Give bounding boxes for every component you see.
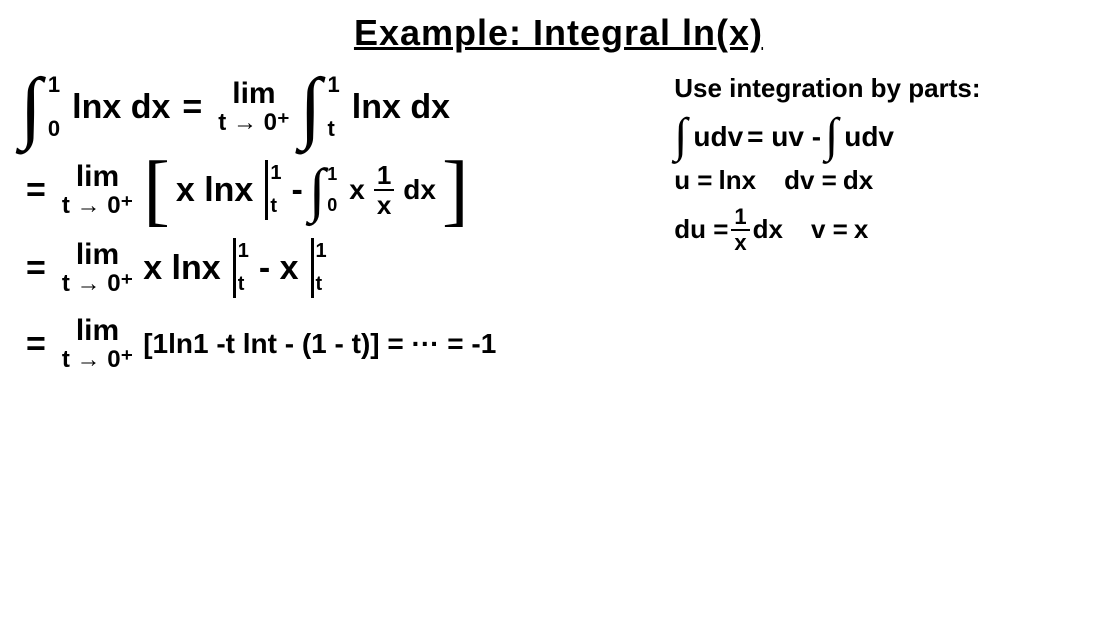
integrand: lnx dx — [72, 88, 170, 127]
lim-label: lim — [232, 79, 275, 109]
eval-bar: 1 t — [263, 160, 281, 220]
integral-limits: 1 0 — [48, 72, 60, 142]
lower-eval: t — [270, 195, 281, 218]
lim-var: t → 0⁺ — [62, 194, 133, 218]
du-label: du = — [674, 214, 728, 245]
lim-label: lim — [76, 162, 119, 192]
ibp-formula: ∫ udv = uv - ∫ udv — [674, 121, 1097, 153]
u-definition: u = lnx — [674, 165, 756, 196]
dv-definition: dv = dx — [784, 165, 873, 196]
left-bracket: [ — [143, 166, 170, 214]
integral-symbol: ∫ — [300, 83, 322, 131]
dv-value: dx — [843, 165, 873, 196]
du-post: dx — [753, 214, 783, 245]
equation-line-4: = lim t → 0⁺ [1ln1 -t lnt - (1 - t)] = ·… — [20, 316, 654, 372]
ibp-rhs: udv — [844, 121, 894, 153]
u-value: lnx — [719, 165, 757, 196]
v-value: x — [854, 214, 868, 245]
lower-eval: t — [316, 273, 327, 296]
integrand: lnx dx — [352, 88, 450, 127]
upper-eval: 1 — [270, 162, 281, 185]
du-definition: du = 1 x dx — [674, 206, 783, 254]
lower-limit: 0 — [48, 116, 60, 142]
eval-limits: 1 t — [270, 162, 281, 218]
integration-note: Use integration by parts: — [674, 72, 1097, 105]
numerator: 1 — [731, 206, 749, 231]
vertical-bar — [311, 238, 314, 298]
lim-var: t → 0⁺ — [62, 348, 133, 372]
du-v-row: du = 1 x dx v = x — [674, 206, 1097, 254]
equals: = — [182, 88, 202, 127]
limit: lim t → 0⁺ — [218, 79, 289, 135]
fraction: 1 x — [731, 206, 749, 254]
equations-column: ∫ 1 0 lnx dx = lim t → 0⁺ ∫ 1 t lnx dx — [20, 72, 654, 390]
lim-var: t → 0⁺ — [62, 272, 133, 296]
denominator: x — [377, 191, 391, 218]
ibp-eq: = uv - — [747, 121, 821, 153]
v-definition: v = x — [811, 206, 868, 254]
equation-line-1: ∫ 1 0 lnx dx = lim t → 0⁺ ∫ 1 t lnx dx — [20, 72, 654, 142]
term: - x — [259, 249, 299, 288]
integral-limits: 1 t — [328, 72, 340, 142]
eval-limits: 1 t — [316, 240, 327, 296]
vertical-bar — [265, 160, 268, 220]
fraction: 1 x — [374, 162, 394, 218]
lim-label: lim — [76, 316, 119, 346]
integral-limits: 1 0 — [327, 164, 337, 216]
lim-var: t → 0⁺ — [218, 111, 289, 135]
integral-symbol: ∫ — [674, 122, 687, 151]
equals: = — [26, 171, 46, 210]
limit: lim t → 0⁺ — [62, 240, 133, 296]
equation-line-2: = lim t → 0⁺ [ x lnx 1 t - ∫ 1 0 — [20, 160, 654, 220]
expression: [1ln1 -t lnt - (1 - t)] = ··· = -1 — [143, 328, 496, 360]
eval-bar: 1 t — [231, 238, 249, 298]
integral: ∫ 1 0 — [309, 164, 343, 216]
ibp-lhs: udv — [693, 121, 743, 153]
minus: - — [291, 171, 302, 210]
integral-1: ∫ 1 0 — [20, 72, 66, 142]
upper-limit: 1 — [48, 72, 60, 98]
upper-limit: 1 — [328, 72, 340, 98]
integral-2: ∫ 1 t — [300, 72, 346, 142]
lim-label: lim — [76, 240, 119, 270]
page-title: Example: Integral ln(x) — [20, 12, 1097, 54]
v-label: v = — [811, 214, 848, 245]
vertical-bar — [233, 238, 236, 298]
equals: = — [26, 249, 46, 288]
equals: = — [26, 325, 46, 364]
equation-line-3: = lim t → 0⁺ x lnx 1 t - x 1 t — [20, 238, 654, 298]
limit: lim t → 0⁺ — [62, 162, 133, 218]
upper-eval: 1 — [238, 240, 249, 263]
integral-symbol: ∫ — [20, 83, 42, 131]
right-bracket: ] — [442, 166, 469, 214]
term: dx — [403, 174, 436, 206]
limit: lim t → 0⁺ — [62, 316, 133, 372]
upper-limit: 1 — [327, 164, 337, 185]
term: x — [349, 174, 365, 206]
content-area: ∫ 1 0 lnx dx = lim t → 0⁺ ∫ 1 t lnx dx — [20, 72, 1097, 390]
lower-limit: 0 — [327, 195, 337, 216]
u-dv-row: u = lnx dv = dx — [674, 165, 1097, 196]
integral-symbol: ∫ — [825, 122, 838, 151]
term: x lnx — [143, 249, 220, 288]
upper-eval: 1 — [316, 240, 327, 263]
eval-limits: 1 t — [238, 240, 249, 296]
lower-eval: t — [238, 273, 249, 296]
u-label: u = — [674, 165, 712, 196]
dv-label: dv = — [784, 165, 837, 196]
denominator: x — [734, 231, 746, 254]
numerator: 1 — [374, 162, 394, 191]
term: x lnx — [176, 171, 253, 210]
integral-symbol: ∫ — [309, 172, 325, 208]
eval-bar: 1 t — [309, 238, 327, 298]
notes-column: Use integration by parts: ∫ udv = uv - ∫… — [674, 72, 1097, 264]
lower-limit: t — [328, 116, 340, 142]
